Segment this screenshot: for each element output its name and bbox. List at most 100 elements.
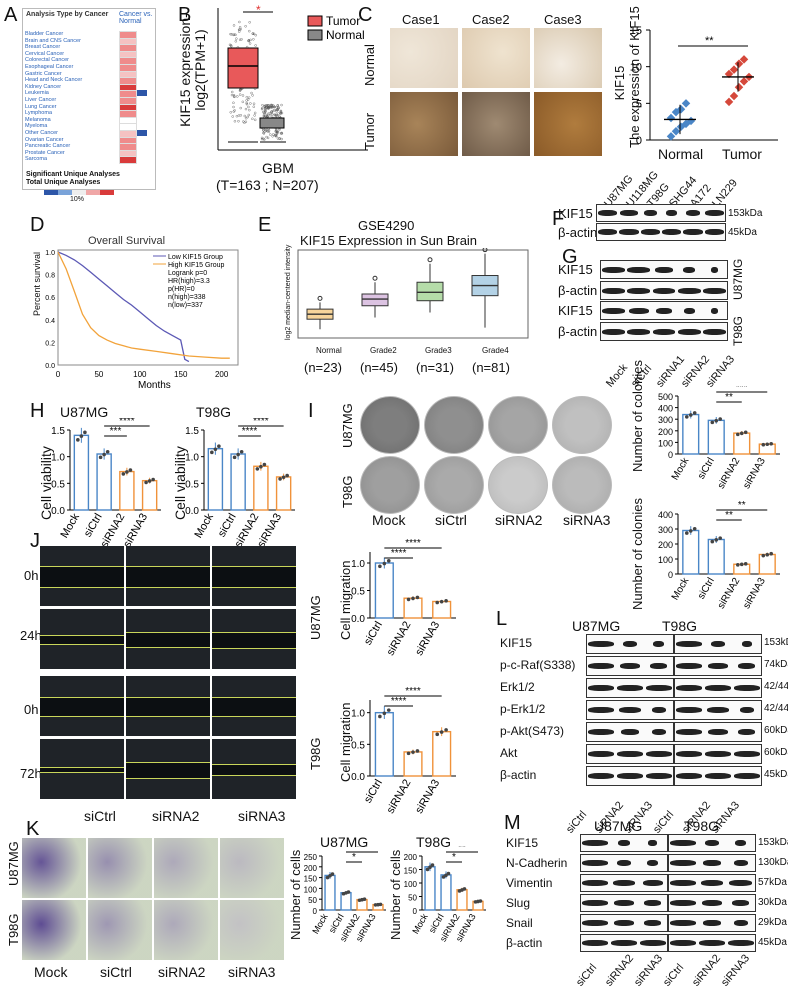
bar-point — [765, 552, 770, 557]
b-xlabel: GBM — [262, 160, 294, 176]
transwell-image — [220, 838, 284, 898]
blot-strip — [674, 700, 762, 720]
bar-point — [743, 430, 748, 435]
ytick-label: 1.5 — [51, 426, 65, 437]
b-point-tumor — [238, 26, 242, 29]
xtick-label: siRNA2 — [716, 456, 743, 490]
blot-band — [651, 707, 666, 713]
d-ytick-label: 0.6 — [45, 295, 55, 302]
bar-point — [147, 479, 152, 483]
bar — [96, 453, 112, 511]
bar-point — [151, 477, 155, 482]
bar-point — [435, 600, 440, 605]
blot-band — [588, 663, 615, 669]
e-group-0: Normal — [316, 346, 342, 355]
e-outlier — [317, 295, 323, 301]
bar — [230, 453, 246, 511]
blot-kda: 130kDa — [758, 857, 788, 868]
blot-band — [676, 707, 703, 713]
ytick-label: 50 — [308, 896, 317, 905]
b-point-normal — [275, 108, 279, 111]
bar-point — [739, 431, 744, 436]
wound-gap — [126, 761, 210, 779]
b-point-tumor — [253, 111, 257, 115]
sig-label: **** — [405, 686, 421, 697]
ytick-label: 200 — [658, 427, 673, 437]
blot-band — [642, 880, 663, 886]
d-ytick-label: 1.0 — [45, 250, 55, 257]
b-point-normal — [261, 104, 264, 107]
bar-point — [210, 450, 214, 455]
blot-band — [705, 773, 731, 779]
blot-band — [627, 266, 651, 273]
blot-band — [707, 663, 729, 669]
d-stat-2: p(HR)=0 — [168, 286, 195, 293]
cancer-name: Bladder Cancer — [25, 31, 64, 37]
blot-band — [670, 940, 697, 946]
d-frame — [57, 249, 239, 366]
k-chart-u87mg: 050100150200250MocksiCtrlsiRNA2siRNA3***… — [304, 846, 386, 943]
b-point-normal — [276, 114, 280, 118]
i-row-1: T98G — [340, 475, 355, 508]
blot-band — [582, 880, 609, 886]
panel-b-boxplot: * Tumor Normal — [217, 3, 368, 151]
e-group-1: Grade2 — [370, 346, 397, 355]
blot-band — [588, 641, 615, 647]
m-lane-labels: siCtrl siRNA2 siRNA3 siCtrl siRNA2 siRNA3 — [570, 946, 752, 988]
xtick-label: siRNA2 — [716, 576, 743, 611]
bar-point — [761, 442, 766, 447]
blot-strip — [674, 766, 762, 786]
b-point-tumor — [237, 114, 241, 117]
b-point-normal — [279, 112, 282, 115]
c-sig: ** — [705, 35, 714, 47]
blot-row-label: p-Akt(S473) — [500, 724, 565, 738]
bar-point — [330, 872, 335, 876]
blot-band — [588, 707, 615, 713]
d-legend-high: High KIF15 Group — [168, 262, 225, 269]
sig-label: **** — [391, 696, 407, 707]
blot-strip — [580, 834, 668, 852]
xtick-label: siRNA2 — [385, 620, 414, 658]
k-row-0: U87MG — [6, 841, 21, 886]
c-xcat-tumor: Tumor — [722, 146, 762, 162]
bar-point — [102, 452, 106, 457]
bar-point — [769, 551, 774, 556]
d-xlabel: Months — [138, 380, 171, 391]
colony-dish — [488, 396, 548, 454]
scale-label: 10% — [70, 196, 85, 203]
ihc-tumor-case3 — [534, 92, 602, 156]
b-point-normal — [269, 105, 273, 109]
bar — [403, 597, 423, 619]
blot-kda: 42/44kDa — [764, 703, 788, 714]
cancer-name: Other Cancer — [25, 130, 59, 136]
blot-band — [582, 860, 609, 866]
bar — [324, 874, 336, 911]
d-ylabel: Percent survival — [32, 251, 42, 316]
cancer-cell — [119, 156, 137, 165]
ytick-label: 0.5 — [351, 740, 365, 751]
g-row-2: KIF15 — [558, 303, 593, 318]
i-col-2: siRNA2 — [495, 512, 543, 528]
k-col-2: siRNA2 — [158, 964, 206, 980]
b-point-normal — [280, 103, 283, 107]
panel-label-j: J — [30, 530, 40, 552]
blot-strip — [668, 934, 756, 952]
blot-band — [617, 773, 643, 779]
b-point-normal — [273, 113, 277, 117]
c-point — [734, 82, 744, 92]
sig-label: ** — [738, 500, 746, 511]
ytick-label: 0.0 — [351, 614, 365, 625]
b-point-normal — [266, 136, 270, 140]
ytick-label: 0 — [668, 570, 673, 580]
bar — [432, 600, 452, 619]
g-row-0: KIF15 — [558, 262, 593, 277]
sig-label: **** — [119, 418, 135, 427]
blot-row-label: Erk1/2 — [500, 680, 535, 694]
xtick-label: siCtrl — [362, 778, 385, 806]
bar-point — [739, 562, 744, 567]
blot-band — [732, 900, 750, 906]
ytick-label: 150 — [404, 867, 418, 876]
wound-image — [40, 546, 124, 606]
bar-point — [406, 751, 411, 756]
panel-label-l: L — [496, 608, 508, 630]
